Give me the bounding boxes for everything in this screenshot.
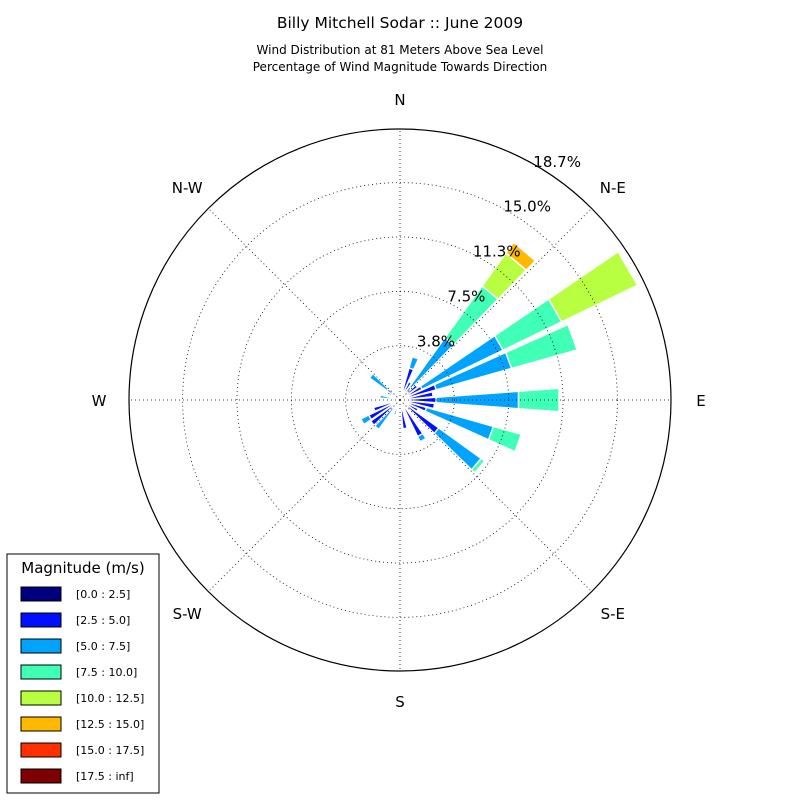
legend-swatch-6	[20, 742, 62, 758]
direction-label-s-w: S-W	[173, 605, 202, 623]
grid-spoke-315	[208, 208, 401, 401]
bar-dir-240-bin-2	[359, 414, 373, 426]
bar-dir-150-bin-2	[416, 432, 428, 443]
bar-dir-90-bin-3	[517, 387, 560, 413]
legend-swatch-5	[20, 716, 62, 732]
radial-tick-label-2: 11.3%	[473, 243, 521, 261]
polar-frame	[128, 128, 672, 672]
grid-circle-3	[182, 182, 618, 618]
rose-bars	[359, 241, 639, 474]
bar-dir-350-bin-1	[397, 393, 401, 400]
bar-dir-280-bin-2	[378, 394, 394, 401]
direction-label-e: E	[696, 392, 705, 410]
direction-label-n-e: N-E	[600, 179, 626, 197]
legend-swatch-7	[20, 768, 62, 784]
bar-dir-60-bin-4	[547, 250, 639, 323]
radial-tick-label-1: 7.5%	[447, 288, 485, 306]
bar-dir-70-bin-3	[504, 323, 579, 370]
bar-dir-110-bin-3	[487, 425, 523, 453]
chart-title: Billy Mitchell Sodar :: June 2009	[277, 14, 523, 32]
legend-swatch-2	[20, 638, 62, 654]
direction-labels: N N-E E S-E S S-W W N-W	[92, 91, 706, 711]
legend-label-4: [10.0 : 12.5]	[76, 692, 144, 705]
direction-label-s: S	[395, 693, 405, 711]
legend-label-6: [15.0 : 17.5]	[76, 744, 144, 757]
bar-dir-130-bin-3	[470, 457, 486, 474]
legend-label-2: [5.0 : 7.5]	[76, 640, 130, 653]
legend-swatch-1	[20, 612, 62, 628]
legend-label-7: [17.5 : inf]	[76, 770, 134, 783]
grid-circle-2	[236, 236, 564, 564]
legend-label-5: [12.5 : 15.0]	[76, 718, 144, 731]
chart-subtitle-line-2: Percentage of Wind Magnitude Towards Dir…	[253, 60, 547, 74]
radial-tick-label-0: 3.8%	[417, 333, 455, 351]
bar-dir-20-bin-2	[408, 355, 420, 371]
legend-label-3: [7.5 : 10.0]	[76, 666, 137, 679]
direction-label-w: W	[92, 392, 107, 410]
legend-swatch-3	[20, 664, 62, 680]
bar-dir-200-bin-2	[392, 408, 399, 417]
direction-label-s-e: S-E	[601, 605, 625, 623]
direction-label-n-w: N-W	[172, 179, 203, 197]
legend-swatch-0	[20, 586, 62, 602]
bar-dir-310-bin-2	[368, 372, 390, 392]
bar-dir-220-bin-2	[373, 406, 396, 431]
legend-label-0: [0.0 : 2.5]	[76, 588, 130, 601]
grid-circle-0	[345, 345, 455, 455]
bar-dir-40-bin-5	[505, 241, 537, 272]
polar-grid	[129, 129, 671, 671]
direction-label-n: N	[394, 91, 405, 109]
chart-subtitle-line-1: Wind Distribution at 81 Meters Above Sea…	[257, 43, 544, 57]
legend-title: Magnitude (m/s)	[21, 559, 144, 577]
bar-dir-130-bin-2	[433, 427, 483, 471]
radial-tick-labels: 3.8% 7.5% 11.3% 15.0% 18.7%	[417, 153, 581, 351]
legend: Magnitude (m/s) [0.0 : 2.5] [2.5 : 5.0] [5…	[6, 553, 160, 794]
legend-items: [0.0 : 2.5] [2.5 : 5.0] [5.0 : 7.5] [7.5 : …	[20, 586, 144, 784]
radial-tick-label-4: 18.7%	[533, 153, 581, 171]
grid-spoke-225	[208, 399, 401, 592]
legend-label-1: [2.5 : 5.0]	[76, 614, 130, 627]
legend-swatch-4	[20, 690, 62, 706]
radial-tick-label-3: 15.0%	[503, 197, 551, 215]
